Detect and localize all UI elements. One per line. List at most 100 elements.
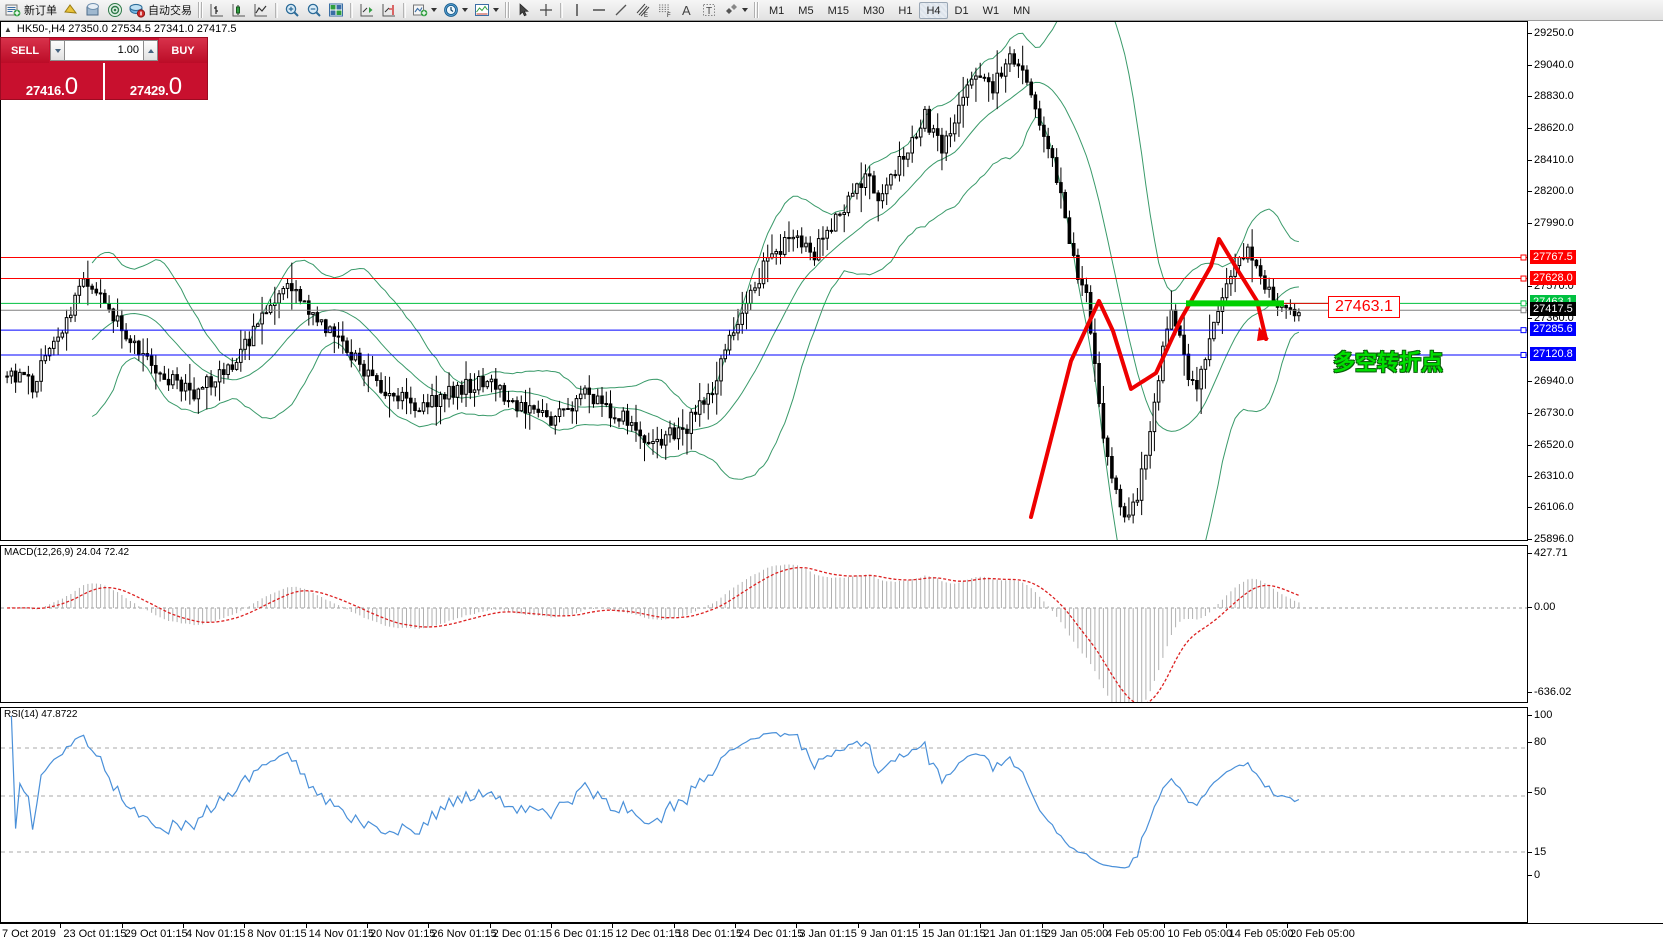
candlestick-chart-button[interactable] bbox=[228, 1, 250, 20]
time-axis-label: 4 Feb 05:00 bbox=[1106, 928, 1165, 940]
time-axis-tick bbox=[121, 924, 123, 928]
timeframe-button-m15[interactable]: M15 bbox=[827, 4, 849, 17]
autotrading-button[interactable]: 自动交易 bbox=[126, 1, 195, 20]
time-axis-label: 9 Jan 01:15 bbox=[860, 928, 919, 940]
buy-price[interactable]: 27429 . 0 bbox=[105, 63, 207, 100]
time-axis-tick bbox=[1041, 924, 1043, 928]
main-chart-pane[interactable] bbox=[0, 21, 1528, 541]
time-axis-tick bbox=[1287, 924, 1288, 928]
buy-price-separator: . bbox=[165, 83, 169, 98]
sell-price-decimal: 0 bbox=[64, 73, 79, 100]
zoom-in-button[interactable] bbox=[281, 1, 303, 20]
text-label-icon: T bbox=[703, 4, 715, 17]
timeframe-button-m30[interactable]: M30 bbox=[862, 4, 885, 17]
trendline-button[interactable] bbox=[610, 1, 632, 20]
toolbar-grip-3[interactable] bbox=[754, 2, 759, 18]
rsi-pane[interactable]: RSI(14) 47.8722 bbox=[0, 707, 1528, 923]
volume-input[interactable]: 1.00 bbox=[65, 40, 143, 61]
price-level-label-blue[interactable]: 27285.6 bbox=[1530, 322, 1576, 337]
price-level-label-black[interactable]: 27417.5 bbox=[1530, 302, 1576, 317]
price-annotation-box[interactable]: 27463.1 bbox=[1328, 296, 1400, 318]
text-button[interactable]: A bbox=[676, 1, 698, 20]
svg-text:A: A bbox=[682, 3, 691, 18]
time-axis-label: 15 Jan 01:15 bbox=[922, 928, 986, 940]
volume-increase-button[interactable] bbox=[143, 40, 158, 61]
rsi-tick: 0 bbox=[1527, 869, 1541, 881]
price-level-label-blue[interactable]: 27120.8 bbox=[1530, 346, 1576, 361]
timeframe-button-m1[interactable]: M1 bbox=[769, 4, 785, 17]
timeframe-button-h1[interactable]: H1 bbox=[898, 4, 913, 17]
sell-price[interactable]: 27416 . 0 bbox=[1, 63, 103, 100]
tile-windows-button[interactable] bbox=[325, 1, 347, 20]
time-axis-tick bbox=[428, 924, 430, 928]
rsi-tick: 15 bbox=[1527, 846, 1547, 858]
zoom-out-icon bbox=[307, 3, 321, 17]
timeframe-group: M1 M5 M15 M30 H1 H4 D1 W1 MN bbox=[762, 1, 1037, 19]
toolbar-grip-2[interactable] bbox=[505, 2, 510, 18]
price-scale-macd[interactable]: 427.71 0.00 -636.02 bbox=[1527, 545, 1663, 703]
templates-icon bbox=[475, 4, 489, 16]
price-level-label-red[interactable]: 27628.0 bbox=[1530, 270, 1576, 285]
timeframe-button-m5[interactable]: M5 bbox=[798, 4, 814, 17]
horizontal-line-button[interactable] bbox=[588, 1, 610, 20]
chart-data-button[interactable] bbox=[60, 1, 82, 20]
equidistant-channel-icon: E bbox=[636, 3, 650, 18]
timeframe-button-w1[interactable]: W1 bbox=[982, 4, 1000, 17]
price-level-label-red[interactable]: 27767.5 bbox=[1530, 249, 1576, 264]
volume-decrease-button[interactable] bbox=[50, 40, 65, 61]
templates-button[interactable] bbox=[471, 1, 502, 20]
buy-price-decimal: 0 bbox=[168, 73, 183, 100]
one-click-trading-panel[interactable]: SELL 1.00 BUY 27416 . 0 27429 . 0 bbox=[0, 37, 208, 100]
time-axis-tick bbox=[1164, 924, 1166, 928]
macd-label: MACD(12,26,9) 24.04 72.42 bbox=[4, 547, 130, 558]
symbol-ohlc-text: HK50-,H4 27350.0 27534.5 27341.0 27417.5 bbox=[16, 23, 237, 35]
rsi-tick: 100 bbox=[1527, 709, 1553, 721]
time-axis-tick bbox=[1103, 924, 1104, 928]
price-tick: 28620.0 bbox=[1528, 122, 1574, 134]
vertical-line-button[interactable] bbox=[566, 1, 588, 20]
sell-button[interactable]: SELL bbox=[1, 38, 49, 63]
macd-pane[interactable]: MACD(12,26,9) 24.04 72.42 bbox=[0, 545, 1528, 703]
fibonacci-button[interactable]: F bbox=[654, 1, 676, 20]
timeframe-button-mn[interactable]: MN bbox=[1013, 4, 1031, 17]
period-button[interactable] bbox=[440, 1, 471, 20]
autotrading-label: 自动交易 bbox=[148, 5, 192, 17]
time-axis-label: 12 Dec 01:15 bbox=[615, 928, 681, 940]
macd-tick: -636.02 bbox=[1527, 686, 1572, 698]
chart-shift-button[interactable] bbox=[378, 1, 400, 20]
text-label-button[interactable]: T bbox=[698, 1, 720, 20]
time-axis[interactable]: 7 Oct 2019 23 Oct 01:15 29 Oct 01:15 4 Nov … bbox=[0, 923, 1663, 945]
price-scale-rsi[interactable]: 100 80 50 15 0 bbox=[1527, 707, 1663, 923]
volume-stepper[interactable]: 1.00 bbox=[49, 38, 159, 63]
cloud-button[interactable] bbox=[82, 1, 104, 20]
chart-collapse-icon[interactable]: ▲ bbox=[4, 24, 12, 34]
cursor-button[interactable] bbox=[513, 1, 535, 20]
line-chart-button[interactable] bbox=[250, 1, 272, 20]
shapes-button[interactable] bbox=[720, 1, 751, 20]
tile-windows-icon bbox=[329, 3, 343, 17]
equidistant-channel-button[interactable]: E bbox=[632, 1, 654, 20]
svg-text:F: F bbox=[667, 13, 671, 18]
macd-tick: 0.00 bbox=[1527, 601, 1556, 613]
chinese-annotation-label[interactable]: 多空转折点 bbox=[1333, 351, 1444, 376]
crosshair-button[interactable] bbox=[535, 1, 557, 20]
scroll-end-button[interactable] bbox=[356, 1, 378, 20]
time-axis-label: 4 Nov 01:15 bbox=[186, 928, 246, 940]
indicators-dropdown-caret[interactable] bbox=[431, 8, 437, 12]
time-axis-label: 21 Jan 01:15 bbox=[983, 928, 1047, 940]
timeframe-button-d1[interactable]: D1 bbox=[954, 4, 969, 17]
buy-button[interactable]: BUY bbox=[159, 38, 207, 63]
bar-chart-button[interactable] bbox=[206, 1, 228, 20]
templates-dropdown-caret[interactable] bbox=[493, 8, 499, 12]
macd-plot bbox=[1, 564, 1527, 702]
price-scale-main[interactable]: 29250.0 29040.0 28830.0 28620.0 28410.0 28200… bbox=[1528, 21, 1663, 545]
timeframe-button-h4[interactable]: H4 bbox=[919, 1, 948, 19]
toolbar-grip-1[interactable] bbox=[198, 2, 203, 18]
signals-button[interactable] bbox=[104, 1, 126, 20]
indicators-button[interactable] bbox=[409, 1, 440, 20]
bar-chart-icon bbox=[210, 4, 223, 17]
zoom-out-button[interactable] bbox=[303, 1, 325, 20]
new-order-button[interactable]: 新订单 bbox=[2, 1, 60, 20]
shapes-dropdown-caret[interactable] bbox=[742, 8, 748, 12]
period-dropdown-caret[interactable] bbox=[462, 8, 468, 12]
